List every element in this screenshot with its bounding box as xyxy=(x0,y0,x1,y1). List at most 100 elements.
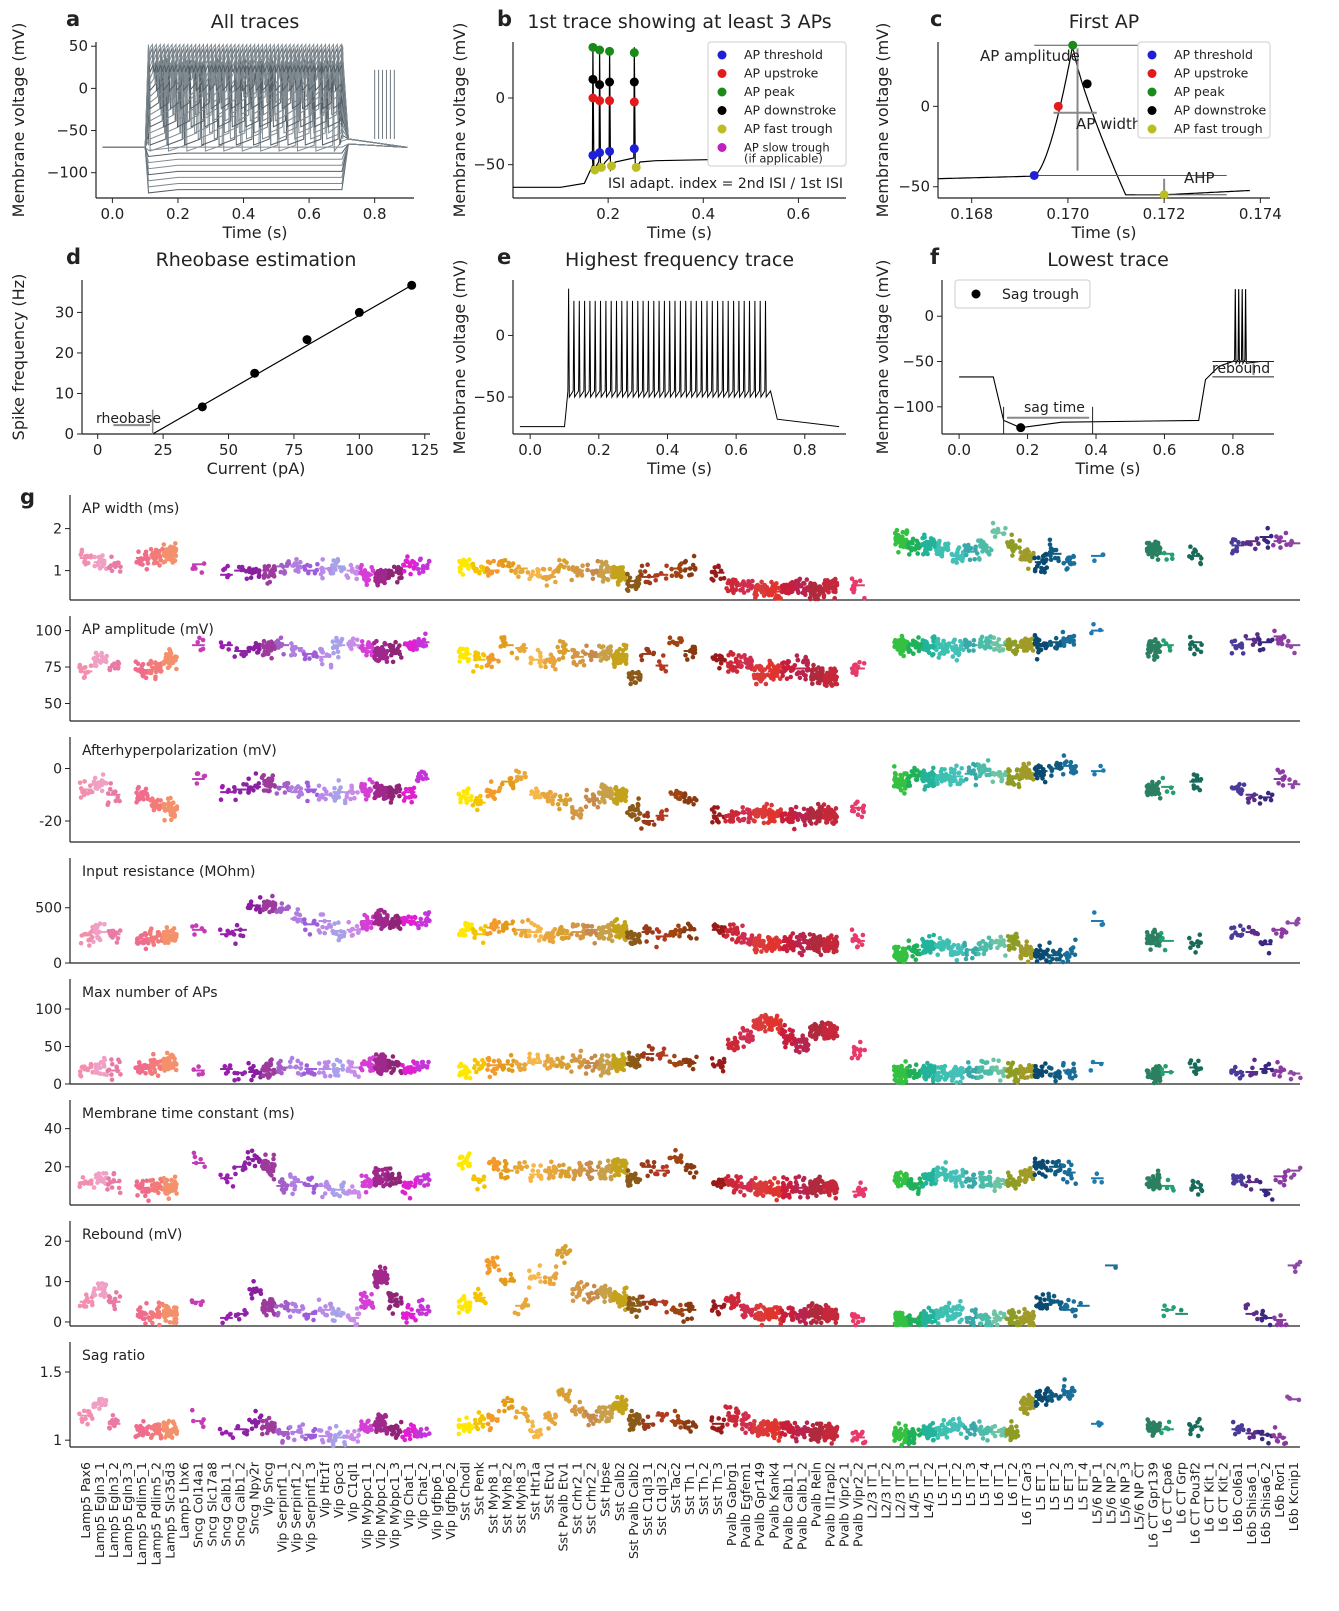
cell-point xyxy=(359,639,365,644)
cell-point xyxy=(330,639,336,644)
cell-point xyxy=(414,646,420,652)
cell-point xyxy=(403,558,409,564)
cell-point xyxy=(165,796,171,801)
cell-point xyxy=(347,639,353,644)
cell-point xyxy=(754,664,759,669)
cell-point xyxy=(954,658,960,663)
cell-point xyxy=(322,930,328,936)
cell-point xyxy=(401,568,407,574)
cell-point xyxy=(785,943,790,948)
cell-point xyxy=(338,785,343,790)
cell-point xyxy=(456,791,462,797)
cell-point xyxy=(940,776,945,782)
cell-point xyxy=(202,773,208,779)
cell-point xyxy=(563,935,568,941)
cell-point xyxy=(250,567,256,572)
cell-point xyxy=(578,935,583,941)
cell-point xyxy=(645,810,650,816)
cell-point xyxy=(506,560,512,566)
legend-marker xyxy=(1147,87,1157,97)
cell-point xyxy=(324,789,329,794)
cell-point xyxy=(315,561,320,567)
y-tick-label: 0 xyxy=(495,89,505,107)
cell-point xyxy=(718,661,724,666)
x-tick-label: 0.4 xyxy=(656,441,680,459)
cell-point xyxy=(635,575,640,581)
cell-point xyxy=(475,807,480,813)
cell-point xyxy=(339,636,345,642)
cell-point xyxy=(816,592,822,598)
x-tick-label: 0.174 xyxy=(1239,205,1282,223)
cell-point xyxy=(606,923,611,928)
cell-point xyxy=(472,935,477,940)
cell-point xyxy=(907,783,913,788)
y-tick-label: 50 xyxy=(69,37,88,55)
cell-point xyxy=(990,779,996,785)
cell-point xyxy=(967,557,973,563)
x-axis-label: Time (s) xyxy=(646,459,712,478)
cell-point xyxy=(254,650,260,655)
cell-point xyxy=(465,791,470,796)
cell-point xyxy=(595,558,601,564)
cell-point xyxy=(1019,775,1025,780)
cell-point xyxy=(485,662,491,668)
x-tick-label: 0.2 xyxy=(1016,441,1040,459)
cell-point xyxy=(133,659,139,664)
cell-point xyxy=(481,652,486,657)
cell-point xyxy=(348,796,353,802)
cell-point xyxy=(1092,771,1097,777)
cell-point xyxy=(723,818,728,824)
legend-marker xyxy=(1147,50,1157,60)
cell-point xyxy=(924,774,930,779)
lowest-trace xyxy=(959,289,1261,429)
cell-point xyxy=(924,547,930,553)
cell-point xyxy=(316,928,322,933)
cell-point xyxy=(583,794,589,800)
cell-point xyxy=(423,631,428,637)
cell-point xyxy=(757,933,762,939)
cell-point xyxy=(420,563,426,569)
cell-point xyxy=(542,660,548,665)
cell-point xyxy=(781,946,786,952)
legend-label: (if applicable) xyxy=(744,152,823,166)
cell-point xyxy=(477,571,482,576)
cell-point xyxy=(716,563,721,569)
cell-point xyxy=(108,781,113,786)
cell-point xyxy=(794,653,800,658)
cell-point xyxy=(831,579,836,585)
cell-point xyxy=(817,584,822,589)
cell-point xyxy=(467,557,472,562)
cell-point xyxy=(92,924,98,929)
cell-point xyxy=(1198,561,1204,567)
x-tick-label: 0.4 xyxy=(1084,441,1108,459)
cell-point xyxy=(957,781,963,787)
cell-point xyxy=(1188,544,1193,549)
cell-point xyxy=(656,659,662,664)
cell-point xyxy=(709,576,714,582)
cell-point xyxy=(729,809,735,814)
cell-point xyxy=(1276,781,1281,786)
cell-point xyxy=(676,923,681,929)
fi-point xyxy=(197,402,207,412)
cell-point xyxy=(220,784,225,789)
cell-point xyxy=(634,817,639,822)
y-tick-label: −50 xyxy=(898,178,930,196)
cell-point xyxy=(1036,555,1041,560)
feature-title: AP width (ms) xyxy=(82,501,179,517)
cell-point xyxy=(140,661,146,667)
cell-point xyxy=(1027,637,1033,643)
cell-point xyxy=(1164,557,1169,562)
cell-point xyxy=(306,570,311,576)
trace-line xyxy=(102,63,408,148)
cell-point xyxy=(375,569,381,574)
cell-point xyxy=(244,576,250,582)
cell-point xyxy=(815,675,820,681)
cell-point xyxy=(579,573,585,578)
cell-point xyxy=(1144,540,1150,546)
x-tick-label: 0.8 xyxy=(363,205,387,223)
cell-point xyxy=(753,589,759,595)
cell-point xyxy=(1280,783,1286,788)
cell-point xyxy=(514,655,520,661)
cell-point xyxy=(861,661,867,666)
cell-point xyxy=(411,793,417,799)
